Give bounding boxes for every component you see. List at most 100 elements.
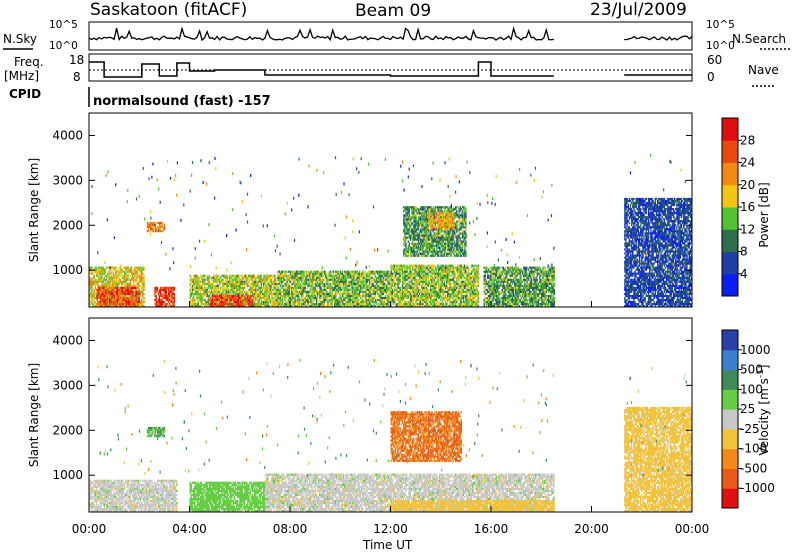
echo-cell [450,265,451,267]
echo-cell [98,273,99,275]
echo-cell [152,230,153,232]
echo-cell [234,291,235,293]
echo-cell [345,293,346,295]
echo-cell [271,287,272,289]
echo-cell [137,277,138,279]
echo-cell [154,295,155,297]
echo-cell [428,275,429,277]
echo-cell [403,297,404,299]
echo-cell [272,299,273,301]
echo-cell [310,297,311,299]
echo-cell [411,293,412,295]
nave-label: Nave [748,63,779,77]
echo-cell [348,289,349,291]
echo-cell [335,287,336,289]
echo-cell [414,287,415,289]
echo-cell [118,291,119,293]
echo-cell [400,267,401,269]
echo-cell [91,289,92,291]
echo-cell [161,299,162,301]
echo-cell [126,293,127,295]
echo-cell [358,301,359,303]
echo-cell [300,289,301,291]
echo-cell [194,277,195,279]
echo-cell [318,275,319,277]
echo-cell [450,295,451,297]
echo-cell [440,267,441,269]
echo-cell [362,285,363,287]
echo-cell [310,299,311,301]
echo-cell [168,289,169,291]
echo-cell [98,295,99,297]
echo-cell [362,291,363,293]
echo-cell [107,289,108,291]
echo-cell [400,275,401,277]
echo-cell [194,285,195,287]
echo-cell [403,271,404,273]
echo-cell [463,299,464,301]
echo-cell [249,275,250,277]
echo-cell [410,273,411,275]
echo-cell [447,279,448,281]
echo-cell [426,291,427,293]
echo-cell [91,291,92,293]
echo-cell [329,295,330,297]
echo-cell [422,283,423,285]
echo-cell [360,279,361,281]
echo-cell [463,297,464,299]
echo-cell [434,301,435,303]
echo-cell [212,287,213,289]
echo-cell [239,285,240,287]
echo-cell [268,281,269,283]
echo-cell [111,287,112,289]
echo-cell [137,299,138,301]
echo-cell [470,295,471,297]
echo-cell [470,285,471,287]
echo-cell [444,291,445,293]
echo-cell [447,277,448,279]
echo-cell [155,224,156,226]
echo-cell [443,265,444,267]
echo-cell [394,281,395,283]
echo-cell [239,283,240,285]
echo-cell [292,273,293,275]
echo-cell [298,293,299,295]
echo-cell [420,301,421,303]
echo-cell [325,277,326,279]
echo-cell [164,224,165,226]
echo-cell [116,271,117,273]
echo-cell [95,287,96,289]
echo-cell [470,289,471,291]
echo-cell [213,301,214,303]
echo-cell [118,293,119,295]
echo-cell [351,293,352,295]
echo-cell [190,285,191,287]
echo-cell [335,295,336,297]
echo-cell [314,293,315,295]
echo-cell [329,283,330,285]
echo-cell [210,301,211,303]
echo-cell [90,285,91,287]
echo-cell [374,279,375,281]
echo-cell [264,301,265,303]
echo-cell [471,287,472,289]
echo-cell [254,285,255,287]
echo-cell [261,287,262,289]
echo-cell [237,279,238,281]
echo-cell [326,273,327,275]
echo-cell [249,293,250,295]
echo-cell [350,273,351,275]
echo-cell [289,277,290,279]
echo-cell [466,295,467,297]
echo-cell [202,301,203,303]
echo-cell [209,275,210,277]
date-title: 23/Jul/2009 [590,0,687,20]
echo-cell [388,279,389,281]
echo-cell [282,297,283,299]
echo-cell [101,267,102,269]
echo-cell [331,273,332,275]
echo-cell [292,303,293,305]
echo-cell [133,293,134,295]
echo-cell [371,277,372,279]
echo-cell [449,299,450,301]
